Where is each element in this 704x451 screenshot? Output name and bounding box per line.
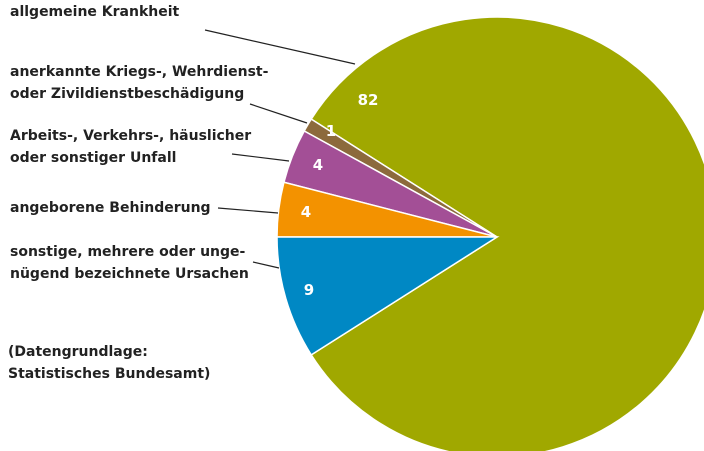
text-line: 4 (313, 156, 323, 174)
text-line: Statistisches Bundesamt) (8, 366, 210, 382)
text-line: 4 (301, 203, 311, 221)
category-label: Arbeits-, Verkehrs-, häuslicher oder sons… (10, 128, 251, 166)
category-label: allgemeine Krankheit (10, 4, 180, 20)
text-line: 1 (326, 122, 336, 140)
leader-line (204, 29, 356, 65)
text-line: nügend bezeichnete Ursachen (10, 266, 249, 282)
text-line: anerkannte Kriegs-, Wehrdienst- (10, 64, 269, 80)
category-label: angeborene Behinderung (10, 200, 211, 216)
source-note: (Datengrundlage: Statistisches Bundesamt) (8, 344, 210, 382)
category-label: sonstige, mehrere oder unge-nügend bezei… (10, 244, 249, 282)
text-line: Arbeits-, Verkehrs-, häuslicher (10, 128, 251, 144)
text-line: 9 (304, 281, 314, 299)
leader-line (249, 103, 308, 124)
leader-line (252, 261, 280, 269)
text-line: 82 (358, 91, 379, 109)
pie-slice (276, 236, 500, 356)
text-line: oder Zivildienstbeschädigung (10, 86, 244, 102)
text-line: (Datengrundlage: (8, 344, 148, 360)
leader-line (217, 207, 279, 214)
text-line: allgemeine Krankheit (10, 4, 180, 20)
value-label: 9 (304, 281, 314, 299)
text-line: sonstige, mehrere oder unge- (10, 244, 246, 260)
value-label: 1 (326, 122, 336, 140)
leader-line (231, 153, 290, 162)
text-line: oder sonstiger Unfall (10, 150, 176, 166)
value-label: 4 (313, 156, 323, 174)
text-line: angeborene Behinderung (10, 200, 211, 216)
value-label: 4 (301, 203, 311, 221)
category-label: anerkannte Kriegs-, Wehrdienst-oder Zivi… (10, 64, 269, 102)
value-label: 82 (358, 91, 379, 109)
pie-slice (310, 16, 704, 451)
